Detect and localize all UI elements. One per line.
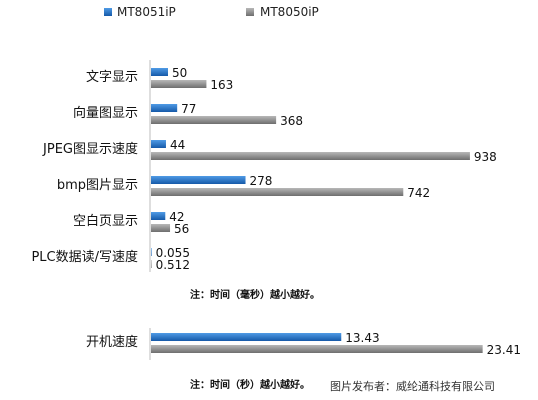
chart-boot-category-labels: 开机速度 <box>86 334 138 350</box>
chart2-bar-mt8050ip-0 <box>151 345 483 353</box>
chart-main-bars <box>151 68 470 268</box>
chart2-category-label-0: 开机速度 <box>86 334 138 350</box>
legend-swatch-mt8051ip <box>104 8 112 16</box>
chart1-bar-mt8051ip-5 <box>151 248 152 256</box>
chart2-bar-mt8051ip-0 <box>151 333 342 341</box>
chart1-bar-mt8050ip-0 <box>151 80 207 88</box>
chart1-bar-mt8050ip-4 <box>151 224 171 232</box>
chart1-bar-mt8050ip-1 <box>151 116 277 124</box>
chart-boot-note: 注：时间（秒）越小越好。 <box>190 378 310 391</box>
chart1-bar-mt8051ip-1 <box>151 104 178 112</box>
chart-boot-value-labels: 13.43 23.41 <box>345 331 521 357</box>
chart1-bar-mt8051ip-4 <box>151 212 166 220</box>
chart1-value-label-mt8051ip-4: 42 <box>169 210 184 224</box>
chart1-value-label-mt8050ip-0: 163 <box>210 78 233 92</box>
chart1-bar-mt8050ip-3 <box>151 188 404 196</box>
chart-boot-bars <box>151 333 483 353</box>
chart1-bar-mt8050ip-5 <box>151 260 152 268</box>
chart1-bar-mt8051ip-3 <box>151 176 246 184</box>
chart1-bar-mt8051ip-2 <box>151 140 166 148</box>
chart1-category-label-0: 文字显示 <box>86 70 138 85</box>
chart1-category-label-2: JPEG图显示速度 <box>42 141 138 157</box>
chart-main-note: 注：时间（毫秒）越小越好。 <box>190 288 320 301</box>
chart1-value-label-mt8050ip-5: 0.512 <box>156 258 190 272</box>
legend-label-mt8050ip: MT8050iP <box>260 5 319 19</box>
legend-label-mt8051ip: MT8051iP <box>117 5 176 19</box>
chart1-value-label-mt8051ip-0: 50 <box>172 66 187 80</box>
chart2-value-label-mt8051ip-0: 13.43 <box>345 331 379 345</box>
legend: MT8051iP MT8050iP <box>104 5 319 19</box>
chart1-value-label-mt8051ip-5: 0.055 <box>156 246 190 260</box>
image-credit: 图片发布者：威纶通科技有限公司 <box>330 379 495 393</box>
chart1-category-label-4: 空白页显示 <box>73 213 138 229</box>
chart1-value-label-mt8050ip-2: 938 <box>474 150 497 164</box>
chart1-value-label-mt8051ip-1: 77 <box>181 102 196 116</box>
chart1-value-label-mt8050ip-1: 368 <box>280 114 303 128</box>
chart1-category-label-3: bmp图片显示 <box>57 178 138 193</box>
chart1-category-label-5: PLC数据读/写速度 <box>31 249 138 265</box>
legend-swatch-mt8050ip <box>246 8 254 16</box>
chart1-category-label-1: 向量图显示 <box>73 105 138 121</box>
chart1-value-label-mt8051ip-2: 44 <box>170 138 185 152</box>
chart1-value-label-mt8051ip-3: 278 <box>250 174 273 188</box>
chart2-value-label-mt8050ip-0: 23.41 <box>487 343 521 357</box>
chart1-value-label-mt8050ip-3: 742 <box>407 186 430 200</box>
chart1-value-label-mt8050ip-4: 56 <box>174 222 189 236</box>
chart-boot: 开机速度 13.43 23.41 注：时间（秒）越小越好。 <box>86 328 521 391</box>
chart1-bar-mt8050ip-2 <box>151 152 470 160</box>
chart1-bar-mt8051ip-0 <box>151 68 168 76</box>
